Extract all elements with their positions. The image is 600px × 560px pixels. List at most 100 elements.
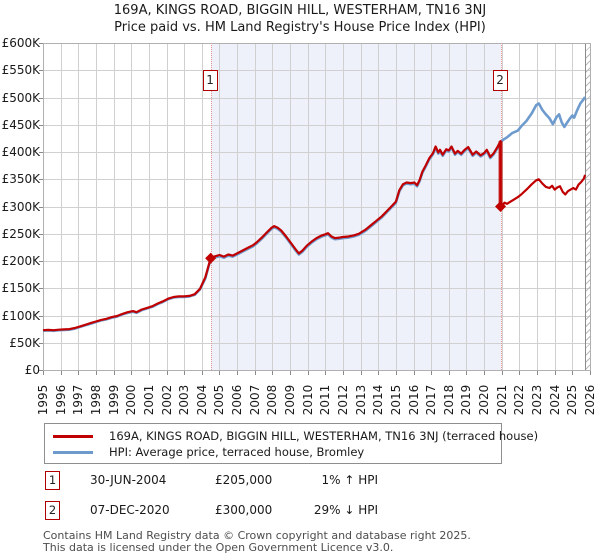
x-tick-mark <box>448 371 450 375</box>
x-axis-label: 2025 <box>565 384 580 416</box>
x-axis-label: 2001 <box>141 384 156 416</box>
page-title: 169A, KINGS ROAD, BIGGIN HILL, WESTERHAM… <box>113 3 487 18</box>
plot-border <box>43 43 591 371</box>
y-tick-mark <box>39 70 43 72</box>
sale-2-dashed-line <box>500 43 502 370</box>
y-gridline <box>43 70 590 72</box>
x-tick-mark <box>201 371 203 375</box>
x-tick-mark <box>166 371 168 375</box>
x-axis-label: 2008 <box>265 384 280 416</box>
x-axis-label: 2021 <box>494 384 509 416</box>
x-tick-mark <box>60 371 62 375</box>
footer-line-1: Contains HM Land Registry data © Crown c… <box>43 529 471 542</box>
x-tick-mark <box>413 371 415 375</box>
sale-1-marker-box: 1 <box>202 70 218 91</box>
x-axis-label: 1995 <box>36 384 50 416</box>
x-axis-label: 2006 <box>230 384 245 416</box>
x-tick-mark <box>95 371 97 375</box>
x-tick-mark <box>590 371 591 375</box>
x-tick-mark <box>431 371 433 375</box>
x-tick-mark <box>272 371 274 375</box>
legend-label-hpi: HPI: Average price, terraced house, Brom… <box>109 445 365 459</box>
y-axis-label: £300K <box>1 199 40 214</box>
x-tick-mark <box>360 371 362 375</box>
price-history-chart: 169A, KINGS ROAD, BIGGIN HILL, WESTERHAM… <box>1 3 597 416</box>
y-axis-label: £250K <box>1 226 40 241</box>
x-tick-mark <box>378 371 380 375</box>
x-tick-mark <box>237 371 239 375</box>
sale-1-number-badge: 1 <box>45 471 60 490</box>
y-axis-label: £50K <box>9 335 40 350</box>
y-axis-label: £600K <box>1 36 40 50</box>
x-axis-label: 2019 <box>459 384 474 416</box>
x-tick-mark <box>43 371 44 375</box>
y-axis-label: £550K <box>1 63 40 78</box>
x-tick-mark <box>342 371 344 375</box>
x-tick-mark <box>519 371 521 375</box>
x-tick-mark <box>131 371 133 375</box>
x-axis-label: 2012 <box>335 384 350 416</box>
sale-1-price: £205,000 <box>215 473 273 487</box>
x-tick-mark <box>148 371 150 375</box>
y-tick-mark <box>39 315 43 317</box>
sale-2-hpi-delta: 29% ↓ HPI <box>313 503 378 517</box>
legend-row-property: 169A, KINGS ROAD, BIGGIN HILL, WESTERHAM… <box>53 428 538 444</box>
x-axis-label: 2014 <box>371 384 386 416</box>
y-axis-label: £150K <box>1 281 40 296</box>
x-axis-label: 2015 <box>388 384 403 416</box>
x-axis-label: 2023 <box>530 384 545 416</box>
y-tick-mark <box>39 233 43 235</box>
blue-line-sample-icon <box>53 451 93 454</box>
sale-2-marker-box: 2 <box>492 70 508 91</box>
sale-1-hpi-delta: 1% ↑ HPI <box>321 473 378 487</box>
sale-2-date: 07-DEC-2020 <box>90 503 170 517</box>
x-tick-mark <box>307 371 309 375</box>
x-tick-mark <box>219 371 221 375</box>
x-axis-label: 2018 <box>441 384 456 416</box>
transaction-row-1: 1 30-JUN-2004 £205,000 1% ↑ HPI <box>0 471 600 491</box>
x-tick-mark <box>537 371 539 375</box>
x-tick-mark <box>466 371 468 375</box>
x-axis-label: 2013 <box>353 384 368 416</box>
x-axis-label: 2011 <box>318 384 333 416</box>
x-axis-label: 2003 <box>177 384 192 416</box>
legend-row-hpi: HPI: Average price, terraced house, Brom… <box>53 444 493 460</box>
y-tick-mark <box>39 124 43 126</box>
x-axis-label: 2016 <box>406 384 421 416</box>
y-axis-label: £0 <box>24 363 40 377</box>
chart-legend: 169A, KINGS ROAD, BIGGIN HILL, WESTERHAM… <box>44 423 538 464</box>
x-axis-label: 2004 <box>194 384 209 416</box>
x-tick-mark <box>290 371 292 375</box>
x-axis-label: 2017 <box>424 384 439 416</box>
x-axis-label: 2022 <box>512 384 527 416</box>
x-axis-label: 2000 <box>124 384 139 416</box>
x-axis-label: 2005 <box>212 384 227 416</box>
page-subtitle: Price paid vs. HM Land Registry's House … <box>114 20 486 35</box>
y-axis-label: £200K <box>1 254 40 268</box>
sale-2-number-badge: 2 <box>45 501 60 520</box>
y-tick-mark <box>39 370 43 371</box>
y-gridline <box>43 342 590 344</box>
footer-line-2: This data is licensed under the Open Gov… <box>43 540 394 554</box>
x-axis-label: 2024 <box>547 384 562 416</box>
x-tick-mark <box>501 371 503 375</box>
x-tick-mark <box>395 371 397 375</box>
y-axis-label: £450K <box>1 117 40 132</box>
x-axis-label: 1999 <box>106 384 121 416</box>
x-axis-label: 1998 <box>88 384 103 416</box>
y-tick-mark <box>39 288 43 290</box>
x-axis-label: 2002 <box>159 384 174 416</box>
x-tick-mark <box>484 371 486 375</box>
y-tick-mark <box>39 43 43 44</box>
x-axis-label: 1997 <box>71 384 86 416</box>
y-tick-mark <box>39 261 43 262</box>
sale-1-date: 30-JUN-2004 <box>90 473 167 487</box>
x-tick-mark <box>254 371 256 375</box>
x-tick-mark <box>113 371 115 375</box>
x-tick-mark <box>184 371 186 375</box>
y-axis-label: £500K <box>1 90 40 105</box>
x-axis-label: 1996 <box>53 384 68 416</box>
license-footer: Contains HM Land Registry data © Crown c… <box>43 530 583 553</box>
x-axis-label: 2020 <box>477 384 492 416</box>
sale-1-dashed-line <box>210 43 212 370</box>
